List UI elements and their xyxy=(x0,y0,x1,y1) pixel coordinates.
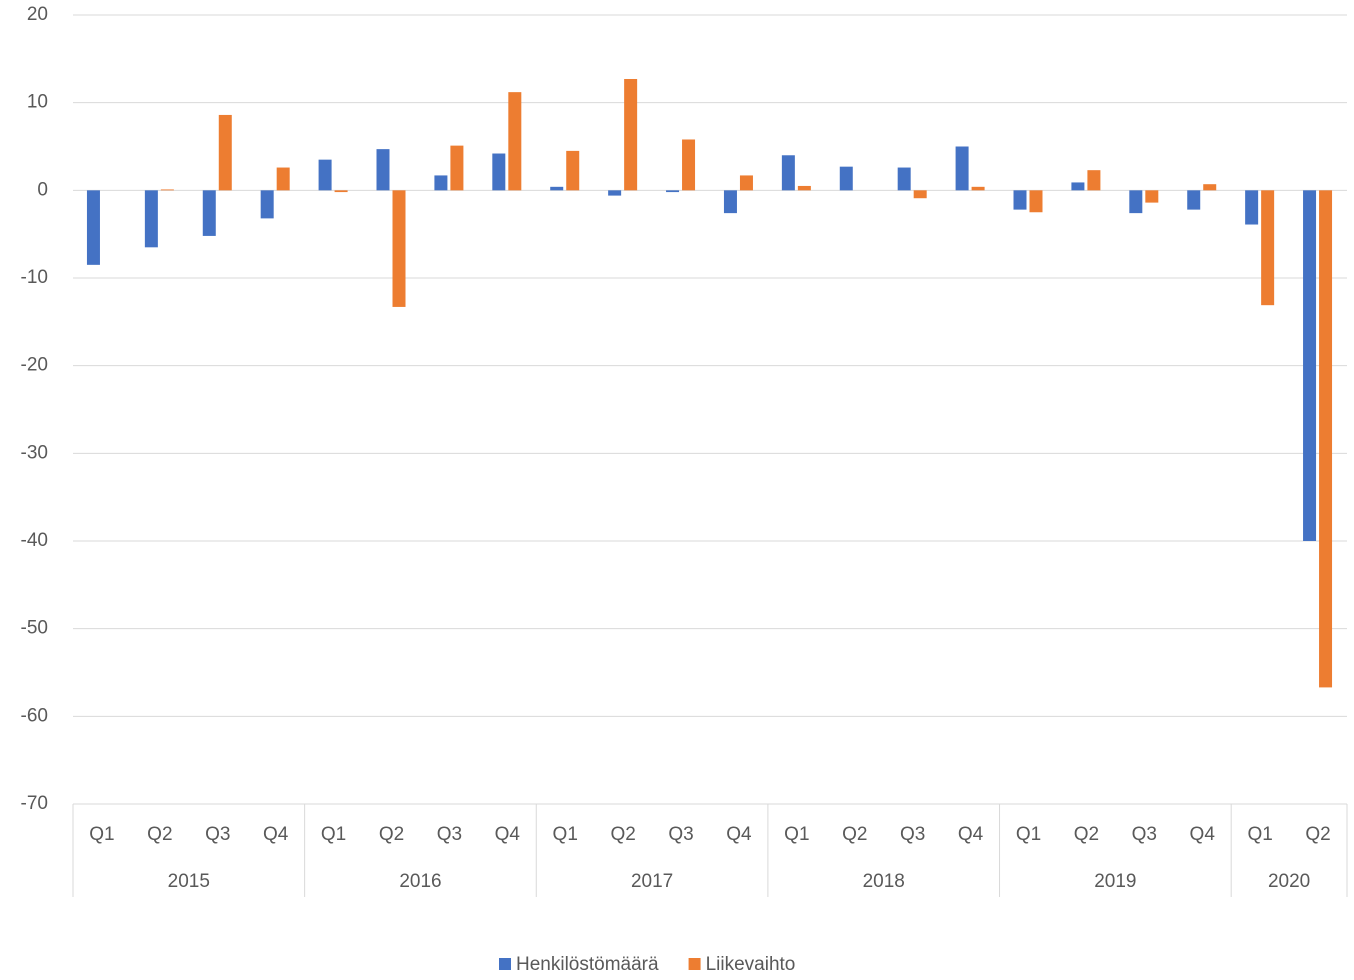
x-tick-label: Q3 xyxy=(668,824,693,845)
y-tick-label: 0 xyxy=(37,179,48,200)
x-tick-label: Q4 xyxy=(958,824,984,845)
bar xyxy=(1303,190,1317,542)
bar xyxy=(723,190,737,214)
x-tick-label: Q1 xyxy=(89,824,114,845)
bar xyxy=(550,186,564,191)
bar xyxy=(160,189,174,191)
bar xyxy=(334,190,348,193)
bar xyxy=(955,146,969,191)
x-group-label: 2019 xyxy=(1094,871,1136,892)
bar xyxy=(260,190,274,219)
bar xyxy=(839,166,853,191)
x-tick-label: Q2 xyxy=(1305,824,1330,845)
x-tick-label: Q1 xyxy=(321,824,346,845)
bar xyxy=(1013,190,1027,210)
bar xyxy=(1071,182,1085,191)
x-group-label: 2018 xyxy=(863,871,905,892)
y-tick-label: 10 xyxy=(27,92,48,113)
bar xyxy=(897,167,911,191)
x-group-label: 2020 xyxy=(1268,871,1310,892)
x-group-label: 2016 xyxy=(399,871,441,892)
bar xyxy=(318,159,332,191)
bar xyxy=(376,149,390,191)
x-tick-label: Q4 xyxy=(263,824,289,845)
bar xyxy=(144,190,158,248)
bar xyxy=(781,155,795,191)
x-tick-label: Q3 xyxy=(205,824,230,845)
y-tick-label: -10 xyxy=(21,267,48,288)
legend-label: Henkilöstömäärä xyxy=(516,954,659,975)
bar xyxy=(434,175,448,191)
bar xyxy=(797,185,811,191)
bar xyxy=(666,190,680,193)
y-tick-label: -60 xyxy=(21,705,48,726)
bar xyxy=(1319,190,1333,688)
bar xyxy=(508,92,522,191)
bar xyxy=(566,150,580,191)
legend-swatch xyxy=(499,958,511,970)
x-tick-label: Q2 xyxy=(1074,824,1099,845)
x-group-label: 2015 xyxy=(168,871,210,892)
legend-label: Liikevaihto xyxy=(706,954,796,975)
bar xyxy=(202,190,216,236)
bar xyxy=(1261,190,1275,306)
x-tick-label: Q3 xyxy=(437,824,462,845)
bar xyxy=(218,114,232,191)
bar xyxy=(1087,170,1101,191)
bar xyxy=(682,139,696,191)
x-tick-label: Q3 xyxy=(1132,824,1157,845)
x-tick-label: Q4 xyxy=(495,824,521,845)
bar xyxy=(1187,190,1201,210)
bar xyxy=(1029,190,1043,213)
x-tick-label: Q1 xyxy=(784,824,809,845)
y-tick-label: -40 xyxy=(21,530,48,551)
x-tick-label: Q2 xyxy=(147,824,172,845)
x-tick-label: Q2 xyxy=(379,824,404,845)
y-tick-label: 20 xyxy=(27,4,48,25)
x-tick-label: Q2 xyxy=(842,824,867,845)
y-tick-label: -30 xyxy=(21,442,48,463)
y-tick-label: -50 xyxy=(21,618,48,639)
bar xyxy=(1203,184,1217,191)
y-tick-label: -70 xyxy=(21,793,48,814)
bar xyxy=(608,190,622,196)
bar xyxy=(739,175,753,191)
bar xyxy=(86,190,100,265)
bar xyxy=(492,153,506,191)
legend-swatch xyxy=(688,958,701,970)
bar xyxy=(1145,190,1159,203)
x-tick-label: Q1 xyxy=(1016,824,1041,845)
x-tick-label: Q4 xyxy=(1190,824,1216,845)
x-tick-label: Q3 xyxy=(900,824,925,845)
x-tick-label: Q4 xyxy=(726,824,752,845)
x-group-label: 2017 xyxy=(631,871,673,892)
x-tick-label: Q1 xyxy=(553,824,578,845)
x-tick-label: Q2 xyxy=(610,824,635,845)
bar xyxy=(1245,190,1259,225)
bar xyxy=(1129,190,1143,214)
bar xyxy=(624,78,638,191)
bar xyxy=(392,190,406,307)
bar xyxy=(450,145,464,191)
y-tick-label: -20 xyxy=(21,355,48,376)
bar xyxy=(971,186,985,191)
x-tick-label: Q1 xyxy=(1247,824,1272,845)
bar xyxy=(913,190,927,199)
bar xyxy=(276,167,290,191)
